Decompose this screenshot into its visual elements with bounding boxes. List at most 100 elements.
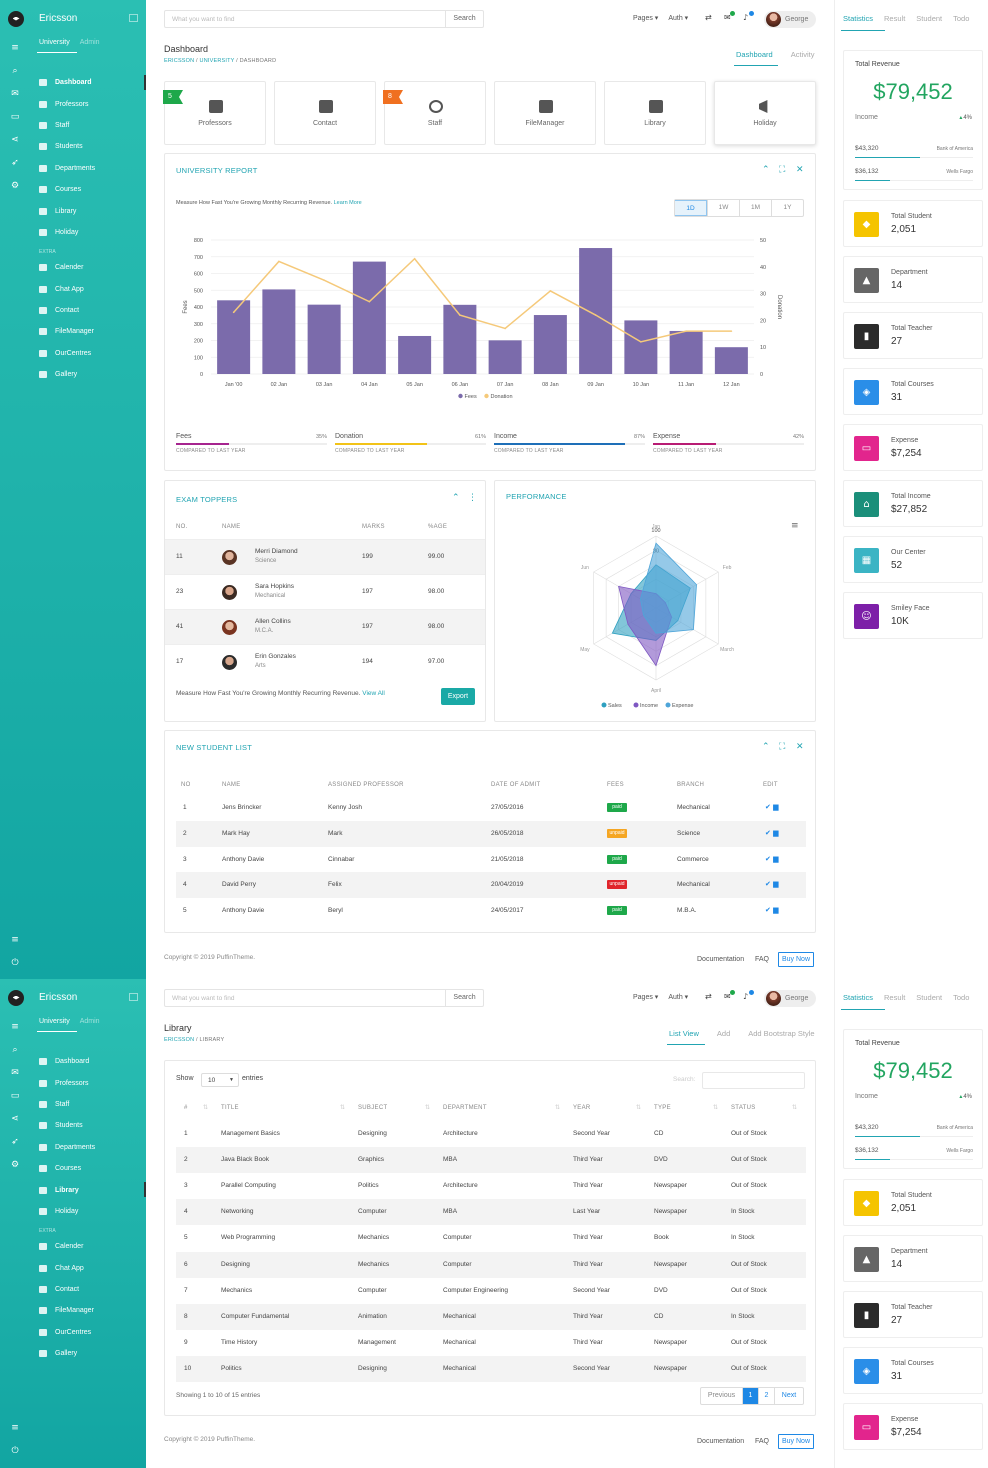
stat-expense[interactable]: ▭ Expense $7,254 — [843, 1403, 983, 1450]
faq-link[interactable]: FAQ — [755, 956, 770, 963]
layers-icon[interactable]: ≡ — [11, 1423, 19, 1433]
range-1d[interactable]: 1D — [675, 200, 707, 216]
table-row[interactable]: 4 Networking Computer MBA Last Year Newspaper… — [176, 1199, 806, 1226]
tab-university[interactable]: University — [39, 1018, 70, 1025]
stat-expense[interactable]: ▭ Expense $7,254 — [843, 424, 983, 471]
view-all-link[interactable]: View All — [362, 690, 385, 697]
window-toggle-icon[interactable] — [129, 14, 138, 22]
sort-icon[interactable]: ⇅ — [425, 1105, 431, 1111]
tab-list-view[interactable]: List View — [669, 1029, 699, 1038]
translate-icon[interactable]: ⇄ — [705, 13, 712, 22]
trash-icon[interactable]: ▆ — [773, 854, 779, 863]
folder-icon[interactable]: ▭ — [10, 112, 20, 122]
auth-dropdown[interactable]: Auth ▾ — [668, 15, 689, 22]
stat-smiley-face[interactable]: ☺ Smiley Face 10K — [843, 592, 983, 639]
tab-result[interactable]: Result — [884, 14, 906, 23]
table-search-input[interactable] — [702, 1072, 805, 1089]
gear-icon[interactable]: ⚙ — [10, 181, 20, 191]
sidebar-item-holiday[interactable]: Holiday — [39, 1201, 146, 1222]
sort-icon[interactable]: ⇅ — [713, 1105, 719, 1111]
edit-actions[interactable]: ✔ ▆ — [765, 829, 779, 837]
pager-next[interactable]: Next — [774, 1388, 803, 1404]
entries-select[interactable]: 10 ▼ — [201, 1073, 239, 1087]
tab-statistics[interactable]: Statistics — [843, 14, 874, 23]
table-row[interactable]: 1 Management Basics Designing Architecture S… — [176, 1121, 806, 1147]
user-menu[interactable]: George — [764, 990, 816, 1007]
tab-statistics[interactable]: Statistics — [843, 993, 874, 1002]
faq-link[interactable]: FAQ — [755, 1438, 770, 1445]
folder-icon[interactable]: ▭ — [10, 1091, 20, 1101]
sidebar-item-students[interactable]: Students — [39, 136, 146, 157]
tab-todo[interactable]: Todo — [953, 993, 970, 1002]
check-icon[interactable]: ✔ — [765, 880, 771, 889]
sidebar-item-chat[interactable]: Chat App — [39, 1258, 146, 1279]
sidebar-item-departments[interactable]: Departments — [39, 158, 146, 179]
menu-icon[interactable]: ≡ — [11, 1022, 19, 1032]
sidebar-item-library[interactable]: Library — [39, 200, 146, 221]
bell-icon[interactable]: ♪ — [743, 992, 749, 1001]
collapse-icon[interactable]: ⌃ — [452, 493, 460, 503]
table-row[interactable]: 8 Computer Fundamental Animation Mechanical… — [176, 1303, 806, 1330]
rocket-icon[interactable]: ➶ — [11, 1137, 19, 1147]
trash-icon[interactable]: ▆ — [773, 906, 779, 915]
sidebar-item-courses[interactable]: Courses — [39, 179, 146, 200]
documentation-link[interactable]: Documentation — [697, 1438, 745, 1445]
sidebar-item-filemanager[interactable]: FileManager — [39, 321, 146, 342]
share-icon[interactable]: ⋖ — [11, 135, 19, 145]
search-button[interactable]: Search — [445, 990, 483, 1006]
trash-icon[interactable]: ▆ — [773, 828, 779, 837]
sidebar-item-ourcentres[interactable]: OurCentres — [39, 1322, 146, 1343]
logo-icon[interactable] — [8, 990, 24, 1006]
table-row[interactable]: 4 David Perry Felix 20/04/2019 Mechanical unp… — [176, 872, 806, 899]
sort-icon[interactable]: ⇅ — [636, 1105, 642, 1111]
collapse-icon[interactable]: ⌃ — [762, 165, 770, 175]
layers-icon[interactable]: ≡ — [11, 935, 19, 945]
range-1y[interactable]: 1Y — [771, 200, 803, 216]
tab-admin[interactable]: Admin — [79, 1018, 100, 1025]
col-status[interactable]: STATUS — [731, 1105, 756, 1111]
mail-icon[interactable]: ✉ — [724, 992, 731, 1001]
stat-total-courses[interactable]: ◈ Total Courses 31 — [843, 1347, 983, 1394]
col-dept[interactable]: DEPARTMENT — [443, 1105, 487, 1111]
pages-dropdown[interactable]: Pages ▾ — [633, 15, 659, 22]
inbox-icon[interactable]: ✉ — [11, 89, 19, 99]
menu-icon[interactable]: ≡ — [11, 43, 19, 53]
table-row[interactable]: 3 Anthony Davie Cinnabar 21/05/2018 Commerce… — [176, 847, 806, 873]
tab-add-bootstrap[interactable]: Add Bootstrap Style — [748, 1029, 815, 1038]
stat-our-center[interactable]: ▦ Our Center 52 — [843, 536, 983, 583]
buy-now-button[interactable]: Buy Now — [778, 1434, 814, 1449]
pager-page-1[interactable]: 1 — [742, 1388, 758, 1404]
sidebar-item-library[interactable]: Library — [39, 1179, 146, 1200]
table-row[interactable]: 17 Erin Gonzales Arts 194 97.00 — [165, 644, 485, 679]
search-box[interactable]: What you want to find Search — [164, 989, 484, 1007]
col-n[interactable]: # — [184, 1105, 188, 1111]
tab-student[interactable]: Student — [916, 993, 943, 1002]
col-year[interactable]: YEAR — [573, 1105, 591, 1111]
search-icon[interactable]: ⌕ — [12, 66, 18, 76]
col-title[interactable]: TITLE — [221, 1105, 239, 1111]
trash-icon[interactable]: ▆ — [773, 803, 779, 811]
sidebar-item-staff[interactable]: Staff — [39, 115, 146, 136]
sidebar-item-holiday[interactable]: Holiday — [39, 222, 146, 243]
hamburger-icon[interactable]: ≡ — [791, 521, 799, 531]
search-input[interactable]: What you want to find — [172, 16, 235, 23]
more-icon[interactable]: ⋮ — [468, 493, 477, 503]
edit-actions[interactable]: ✔ ▆ — [765, 880, 779, 888]
quick-card-holiday[interactable]: Holiday — [714, 81, 816, 145]
sort-icon[interactable]: ⇅ — [340, 1105, 346, 1111]
table-row[interactable]: 3 Parallel Computing Politics Architecture T… — [176, 1173, 806, 1199]
check-icon[interactable]: ✔ — [765, 854, 771, 863]
sidebar-item-contact[interactable]: Contact — [39, 300, 146, 321]
quick-card-professors[interactable]: 5 Professors — [163, 81, 266, 145]
tab-admin[interactable]: Admin — [79, 39, 100, 46]
sidebar-item-gallery[interactable]: Gallery — [39, 364, 146, 385]
stat-total-teacher[interactable]: ▮ Total Teacher 27 — [843, 312, 983, 359]
table-row[interactable]: 10 Politics Designing Mechanical Second Year… — [176, 1355, 806, 1382]
table-row[interactable]: 9 Time History Management Mechanical Third Y… — [176, 1330, 806, 1356]
sidebar-item-departments[interactable]: Departments — [39, 1137, 146, 1158]
col-subject[interactable]: SUBJECT — [358, 1105, 388, 1111]
check-icon[interactable]: ✔ — [765, 906, 771, 915]
range-1m[interactable]: 1M — [739, 200, 771, 216]
fullscreen-icon[interactable]: ⛶ — [779, 165, 786, 175]
sidebar-item-chat[interactable]: Chat App — [39, 279, 146, 300]
